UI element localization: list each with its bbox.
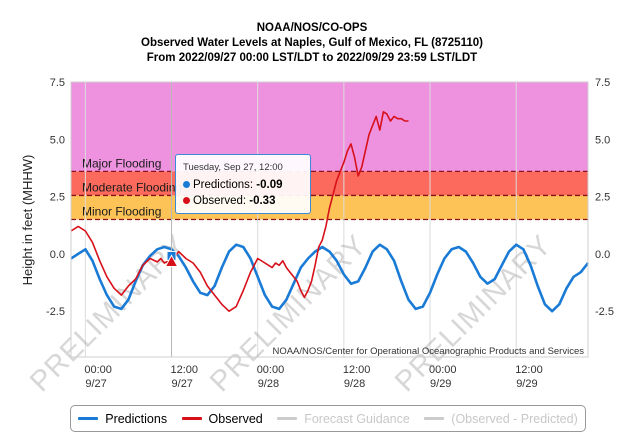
difference-line-icon — [424, 417, 445, 420]
chart-date-range: From 2022/09/27 00:00 LST/LDT to 2022/09… — [147, 52, 477, 64]
x-tick-time-label: 00:00 — [84, 364, 112, 376]
band-label-moderate-flooding: Moderate Flooding — [82, 180, 182, 194]
observed-line-icon — [181, 417, 202, 420]
legend-item-predictions[interactable]: Predictions — [78, 412, 167, 426]
x-tick-date-label: 9/27 — [85, 378, 106, 390]
y-tick-label-left: 0.0 — [50, 249, 65, 261]
chart-legend: Predictions Observed Forecast Guidance (… — [70, 405, 586, 432]
chart-title: NOAA/NOS/CO-OPS — [257, 22, 368, 34]
forecast-line-icon — [277, 417, 298, 420]
y-tick-label-right: 2.5 — [595, 192, 610, 204]
y-tick-label-left: -2.5 — [46, 306, 65, 318]
y-tick-label-right: -2.5 — [595, 306, 614, 318]
tooltip-row-predictions: Predictions: -0.09 — [183, 177, 303, 193]
x-tick-time-label: 12:00 — [343, 364, 371, 376]
legend-label-predictions: Predictions — [105, 411, 168, 426]
data-series — [70, 82, 590, 357]
tooltip-observed-value: -0.33 — [249, 195, 276, 207]
y-tick-label-right: 0.0 — [595, 249, 610, 261]
legend-item-observed-minus-predicted[interactable]: (Observed - Predicted) — [424, 411, 578, 426]
x-tick-date-label: 9/28 — [344, 378, 365, 390]
tooltip-predictions-label: Predictions: — [193, 179, 254, 191]
y-tick-label-right: 7.5 — [595, 77, 610, 89]
legend-item-observed[interactable]: Observed — [181, 411, 263, 426]
y-tick-label-left: 2.5 — [50, 192, 65, 204]
legend-label-observed: Observed — [208, 411, 263, 426]
band-moderate-flooding — [71, 171, 588, 196]
observed-dot-icon — [183, 197, 190, 204]
tooltip-predictions-value: -0.09 — [256, 179, 283, 191]
legend-label-forecast-guidance: Forecast Guidance — [304, 411, 410, 426]
x-tick-time-label: 12:00 — [515, 364, 543, 376]
y-tick-label-right: 5.0 — [595, 134, 610, 146]
x-tick-date-label: 9/29 — [430, 378, 451, 390]
legend-item-forecast-guidance[interactable]: Forecast Guidance — [277, 412, 410, 426]
x-tick-date-label: 9/27 — [172, 378, 193, 390]
observed-line — [70, 111, 409, 312]
x-tick-time-label: 00:00 — [257, 364, 285, 376]
x-tick-time-label: 00:00 — [429, 364, 457, 376]
tooltip-observed-label: Observed: — [193, 195, 247, 207]
plot-frame — [70, 81, 589, 358]
chart-subtitle: Observed Water Levels at Naples, Gulf of… — [141, 37, 483, 49]
tooltip-header: Tuesday, Sep 27, 12:00 — [183, 162, 283, 173]
predictions-line — [70, 243, 590, 313]
band-major-flooding — [71, 82, 588, 172]
band-label-major-flooding: Major Flooding — [82, 156, 161, 170]
predictions-dot-icon — [183, 181, 190, 188]
axes: 7.5 7.5 5.0 5.0 2.5 2.5 0.0 0.0 -2.5 -2.5 00:00 9/2… — [46, 77, 614, 390]
legend-label-observed-minus-predicted: (Observed - Predicted) — [451, 411, 578, 426]
tooltip-row-observed: Observed: -0.33 — [183, 193, 303, 209]
observed-hover-marker — [164, 254, 179, 267]
credit-text: NOAA/NOS/Center for Operational Oceanogr… — [272, 346, 584, 357]
x-tick-date-label: 9/29 — [516, 378, 537, 390]
hover-tooltip: Tuesday, Sep 27, 12:00 Predictions: -0.0… — [175, 154, 311, 214]
flood-bands: Major Flooding Moderate Flooding Minor Flo… — [71, 82, 588, 221]
band-label-minor-flooding: Minor Flooding — [82, 205, 161, 219]
y-tick-label-left: 7.5 — [50, 77, 65, 89]
x-tick-time-label: 12:00 — [171, 364, 199, 376]
y-axis-title: Height in feet (MHHW) — [20, 155, 35, 286]
x-tick-date-label: 9/28 — [258, 378, 279, 390]
y-tick-label-left: 5.0 — [50, 134, 65, 146]
predictions-line-icon — [78, 417, 99, 420]
